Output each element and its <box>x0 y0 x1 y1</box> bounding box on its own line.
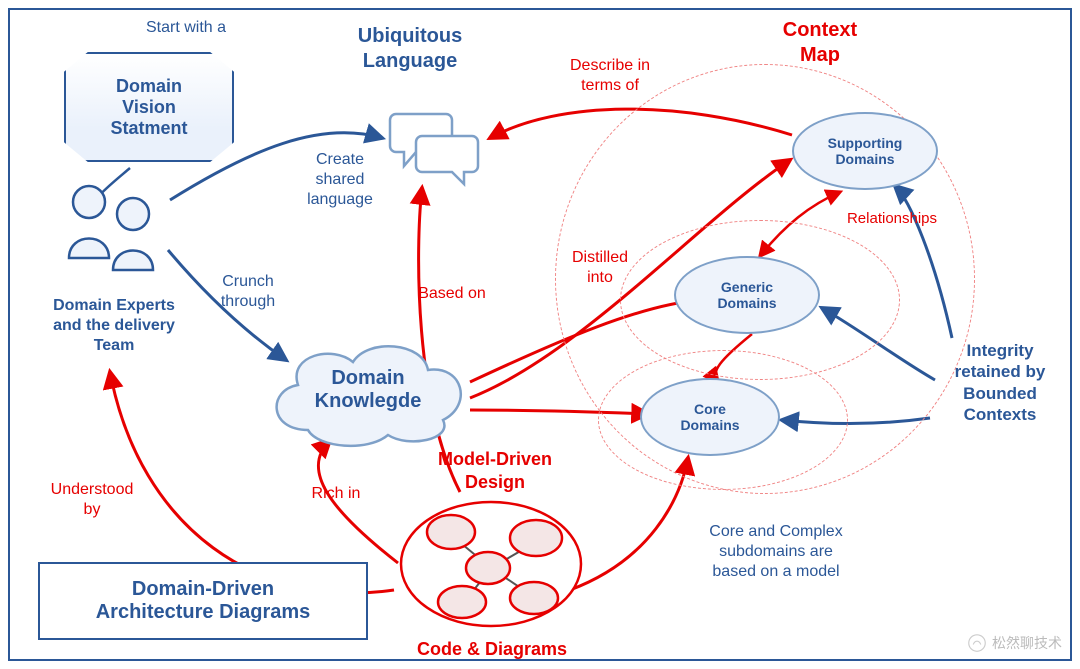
rich-in-label: Rich in <box>286 484 386 504</box>
core-domains-node: Core Domains <box>640 378 780 456</box>
crunch-through-label: Crunch through <box>188 272 308 312</box>
speech-bubbles-icon <box>388 108 480 188</box>
domain-vision-statement-node: Domain Vision Statment <box>64 52 234 162</box>
model-cluster-icon <box>396 490 586 630</box>
supporting-domains-node: Supporting Domains <box>792 112 938 190</box>
diagram-title-label: Domain-Driven Architecture Diagrams <box>96 578 311 624</box>
integrity-bounded-contexts-label: Integrity retained by Bounded Contexts <box>930 340 1070 425</box>
describe-in-terms-of-label: Describe in terms of <box>520 56 700 96</box>
based-on-label: Based on <box>392 284 512 304</box>
generic-domains-label: Generic Domains <box>717 279 776 311</box>
understood-by-label: Understood by <box>22 480 162 520</box>
watermark: 松然聊技术 <box>968 633 1062 653</box>
context-map-heading: Context Map <box>750 18 890 68</box>
generic-domains-node: Generic Domains <box>674 256 820 334</box>
core-complex-subdomains-label: Core and Complex subdomains are based on… <box>656 522 896 582</box>
distilled-into-label: Distilled into <box>540 248 660 288</box>
core-domains-label: Core Domains <box>680 401 739 433</box>
supporting-domains-label: Supporting Domains <box>828 135 903 167</box>
domain-knowledge-cloud: Domain Knowlegde <box>258 330 478 450</box>
start-with-label: Start with a <box>106 18 266 38</box>
domain-vision-statement-label: Domain Vision Statment <box>110 76 187 139</box>
diagram-title-box: Domain-Driven Architecture Diagrams <box>38 562 368 640</box>
create-shared-language-label: Create shared language <box>280 150 400 210</box>
domain-experts-team-label: Domain Experts and the delivery Team <box>14 296 214 356</box>
people-icon <box>55 180 175 272</box>
model-driven-design-heading: Model-Driven Design <box>395 448 595 493</box>
code-and-diagrams-heading: Code & Diagrams <box>382 638 602 661</box>
ubiquitous-language-heading: Ubiquitous Language <box>310 24 510 74</box>
relationships-label: Relationships <box>812 210 972 229</box>
domain-knowledge-label: Domain Knowlegde <box>258 330 478 450</box>
